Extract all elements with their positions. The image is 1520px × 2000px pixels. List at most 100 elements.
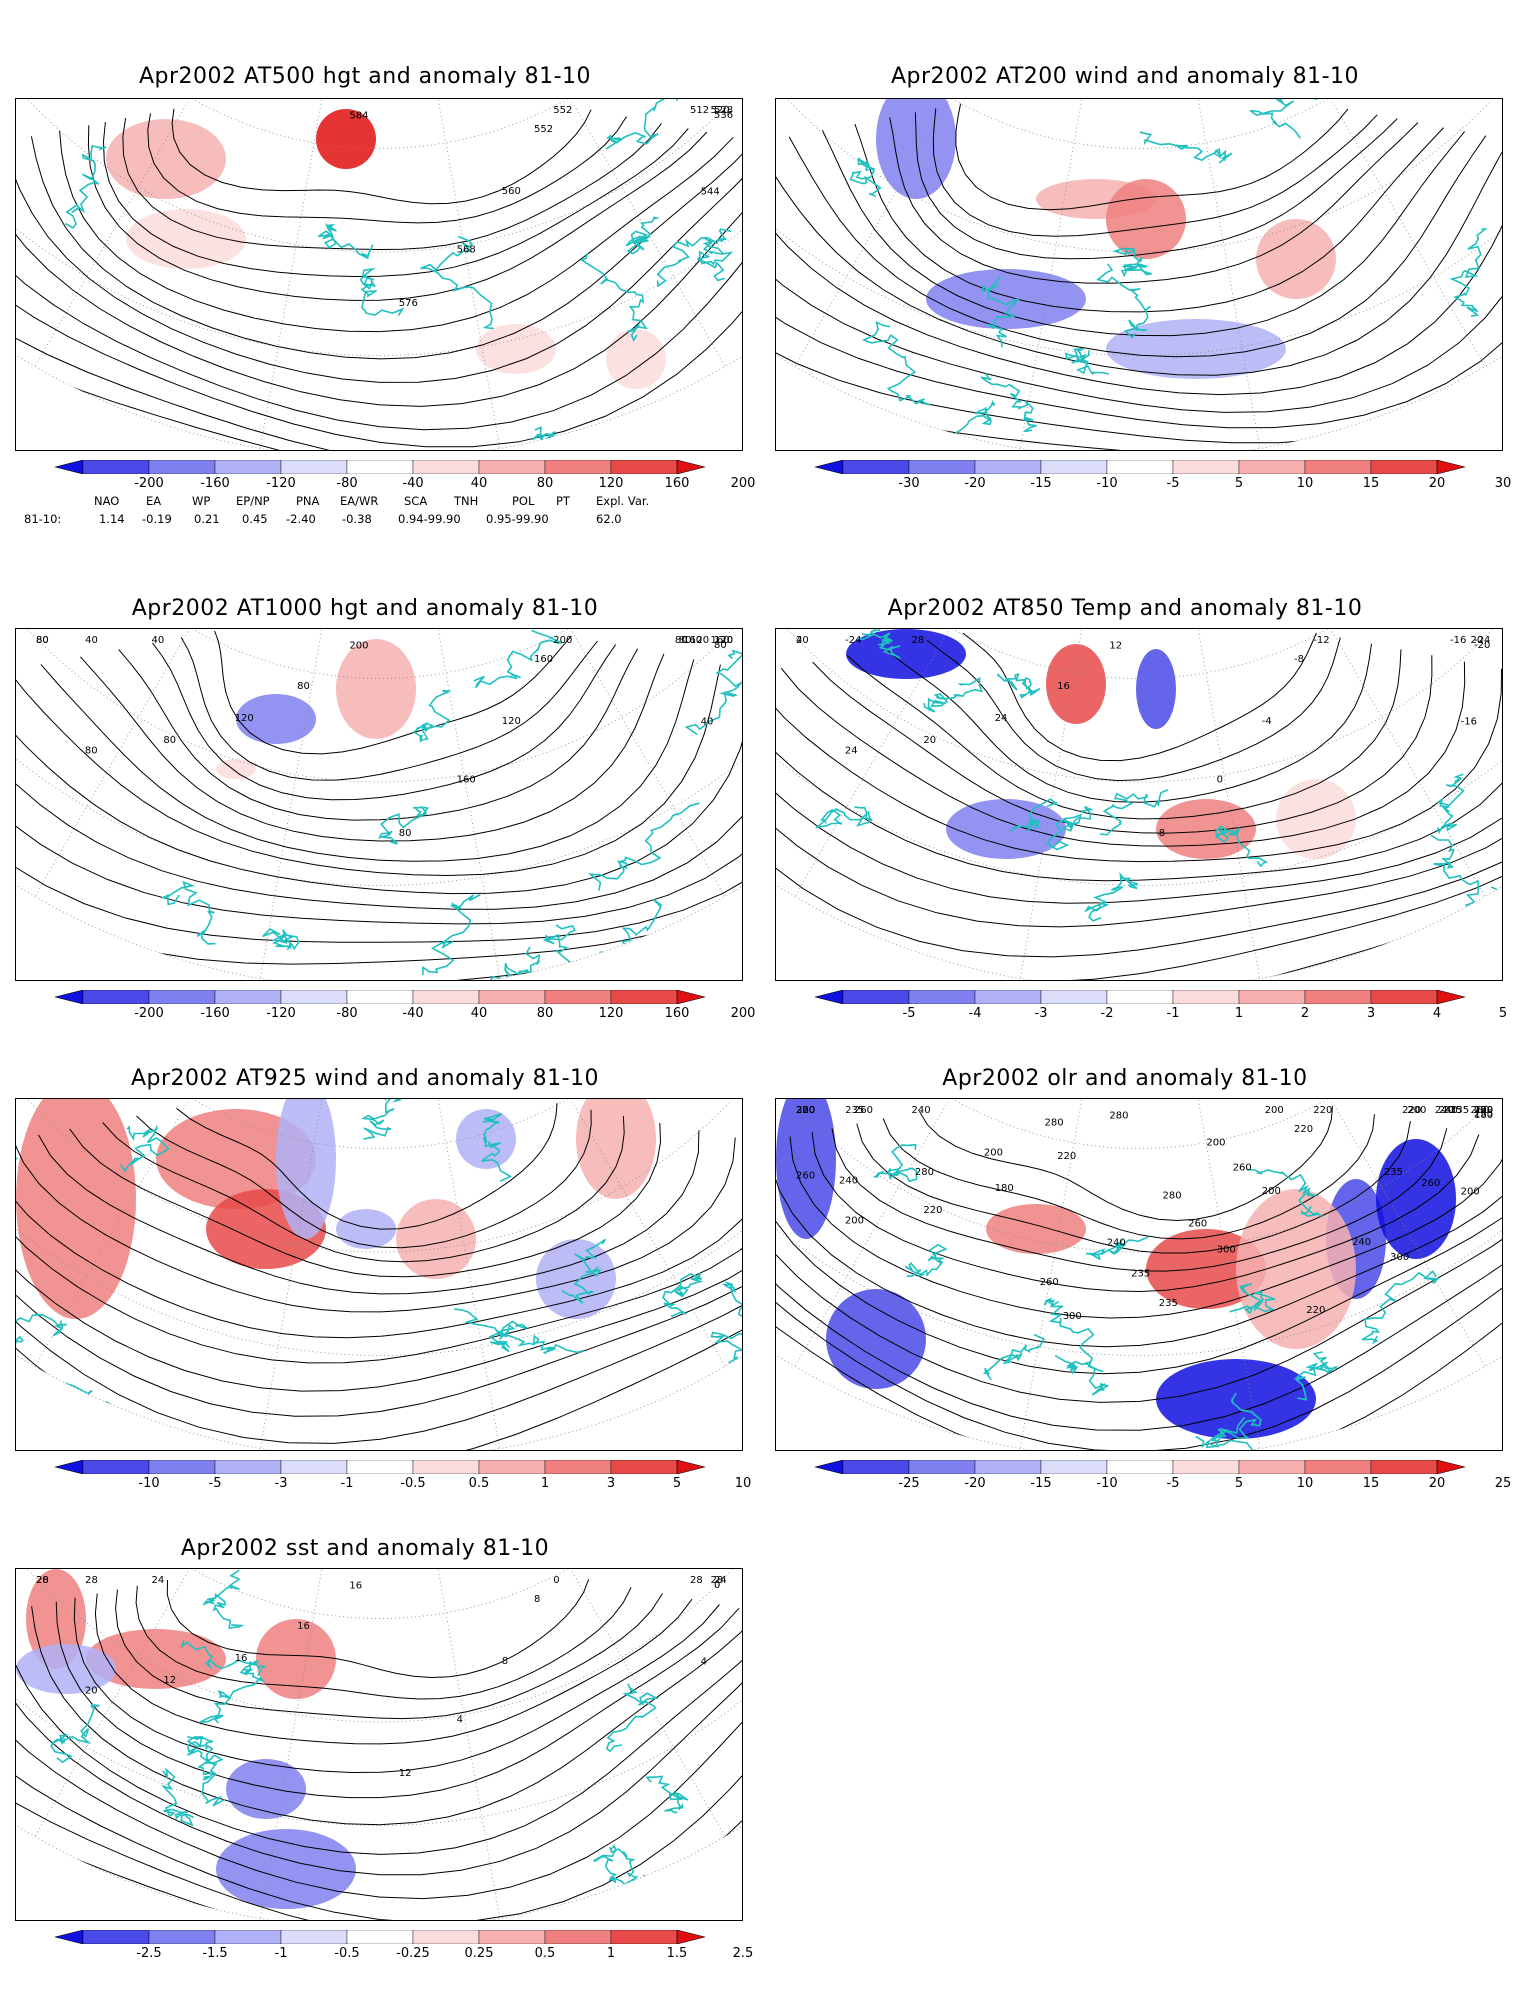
panel-5-map — [15, 1098, 743, 1451]
contour-label: 180 — [1474, 1110, 1493, 1121]
contour-label: 120 — [690, 635, 709, 646]
colorbar-tick-label: 40 — [470, 1006, 488, 1021]
contour-label: 80 — [297, 681, 310, 692]
contour-label: 260 — [1233, 1163, 1252, 1174]
colorbar-tick-label: 30 — [1494, 476, 1512, 491]
contour-label: 260 — [796, 1170, 815, 1181]
contour-label: 28 — [912, 635, 925, 646]
colorbar-tick-label: 4 — [1432, 1006, 1442, 1021]
contour-label: -24 — [1474, 635, 1490, 646]
colorbar-tick-label: -5 — [208, 1476, 222, 1491]
colorbar-tick-label: -5 — [1166, 1476, 1180, 1491]
colorbar-tick-label: 80 — [536, 1006, 554, 1021]
contour-label: 220 — [923, 1205, 942, 1216]
contour-label: 120 — [714, 635, 733, 646]
teleconnection-table: NAO EA WP EP/NP PNA EA/WR SCA TNH POL PT… — [24, 494, 704, 530]
value-ea-wr: -0.38 — [342, 512, 372, 526]
colorbar-tick-label: 2.5 — [732, 1946, 754, 1961]
contour-label: 520 — [711, 105, 730, 116]
header-expl-var: Expl. Var. — [596, 494, 650, 508]
contour-label: 160 — [683, 635, 702, 646]
contour-label: 200 — [553, 635, 572, 646]
colorbar-tick-label: -200 — [134, 1006, 164, 1021]
teleconnection-header-row: NAO EA WP EP/NP PNA EA/WR SCA TNH POL PT… — [24, 494, 704, 512]
contour-label: 80 — [36, 635, 49, 646]
colorbar-tick-label: -40 — [402, 1006, 424, 1021]
contour-label: 12 — [163, 1675, 176, 1686]
header-tnh: TNH — [454, 494, 479, 508]
contour-label: 568 — [457, 245, 476, 256]
contour-label: 584 — [349, 111, 368, 122]
panel-3-map: 120 160 120 80 40 200 160 120 160 80 200 80 120 80 80 4… — [15, 628, 743, 981]
contour-label: 20 — [796, 635, 809, 646]
colorbar-tick-label: -4 — [968, 1006, 982, 1021]
panel-5-title: Apr2002 AT925 wind and anomaly 81-10 — [130, 1066, 600, 1091]
value-sca-tnh: 0.94-99.90 — [398, 512, 461, 526]
colorbar-tick-label: 5 — [672, 1476, 682, 1491]
contour-label: 240 — [839, 1175, 858, 1186]
colorbar-tick-label: -200 — [134, 476, 164, 491]
colorbar-tick-label: -5 — [902, 1006, 916, 1021]
contour-label: 0 — [714, 1580, 720, 1591]
contour-label: 80 — [399, 828, 412, 839]
contour-label: 300 — [1063, 1311, 1082, 1322]
contour-label: 528 — [714, 105, 733, 116]
colorbar-tick-label: -10 — [138, 1476, 160, 1491]
contour-label: 280 — [1163, 1191, 1182, 1202]
colorbar-tick-label: -15 — [1030, 476, 1052, 491]
colorbar-tick-label: 20 — [1428, 476, 1446, 491]
colorbar-tick-label: 10 — [734, 1476, 752, 1491]
colorbar-tick-label: -10 — [1096, 1476, 1118, 1491]
contour-label: 80 — [675, 635, 688, 646]
contour-label: 280 — [915, 1167, 934, 1178]
colorbar-tick-label: 120 — [598, 476, 624, 491]
colorbar-tick-label: 25 — [1494, 1476, 1512, 1491]
panel-6-map: 235 280 160 180 200 220 220 200 300 235 280 220 180 2… — [775, 1098, 1503, 1451]
contour-label: 512 — [690, 105, 709, 116]
header-sca: SCA — [404, 494, 428, 508]
contour-label: 300 — [1390, 1252, 1409, 1263]
contour-label: 260 — [854, 1105, 873, 1116]
colorbar-tick-label: -25 — [898, 1476, 920, 1491]
contour-label: 4 — [701, 1657, 707, 1668]
contour-label: 160 — [711, 635, 730, 646]
contour-label: 80 — [85, 745, 98, 756]
colorbar-tick-label: 3 — [1366, 1006, 1376, 1021]
header-nao: NAO — [94, 494, 120, 508]
panel-2-title: Apr2002 AT200 wind and anomaly 81-10 — [890, 64, 1360, 89]
contour-label: 280 — [1471, 1105, 1490, 1116]
contour-label: 536 — [714, 110, 733, 121]
colorbar-tick-label: -2.5 — [136, 1946, 162, 1961]
contour-label: 16 — [235, 1653, 248, 1664]
contour-label: 200 — [1262, 1186, 1281, 1197]
contour-label: 20 — [923, 735, 936, 746]
colorbar-tick-label: -80 — [336, 476, 358, 491]
contour-label: 28 — [690, 1575, 703, 1586]
colorbar-tick-label: -160 — [200, 1006, 230, 1021]
contour-label: 200 — [1206, 1138, 1225, 1149]
contour-label: -16 — [1461, 717, 1477, 728]
contour-label: -20 — [1474, 640, 1490, 651]
colorbar-tick-label: -80 — [336, 1006, 358, 1021]
header-ep-np: EP/NP — [236, 494, 270, 508]
contour-label: 240 — [1352, 1237, 1371, 1248]
panel-1-map: 512 520 528 536 544 552 552 560 568 576 584 — [15, 98, 743, 451]
contour-label: 200 — [349, 641, 368, 652]
contour-label: 240 — [1435, 1105, 1454, 1116]
contour-label: 235 — [1384, 1167, 1403, 1178]
contour-label: 300 — [1217, 1245, 1236, 1256]
panel-7-colorbar — [55, 1930, 705, 1944]
contour-label: -24 — [845, 635, 861, 646]
contour-label: 28 — [711, 1575, 724, 1586]
contour-label: 160 — [457, 775, 476, 786]
value-pol-pt: 0.95-99.90 — [486, 512, 549, 526]
contour-label: 220 — [796, 1105, 815, 1116]
colorbar-tick-label: -3 — [1034, 1006, 1048, 1021]
contour-label: 280 — [1109, 1111, 1128, 1122]
colorbar-tick-label: 15 — [1362, 1476, 1380, 1491]
contour-label: 16 — [349, 1581, 362, 1592]
contour-label: 0 — [553, 1575, 559, 1586]
contour-label: 24 — [995, 713, 1008, 724]
contour-label: 235 — [1443, 1105, 1462, 1116]
value-nao: 1.14 — [99, 512, 125, 526]
